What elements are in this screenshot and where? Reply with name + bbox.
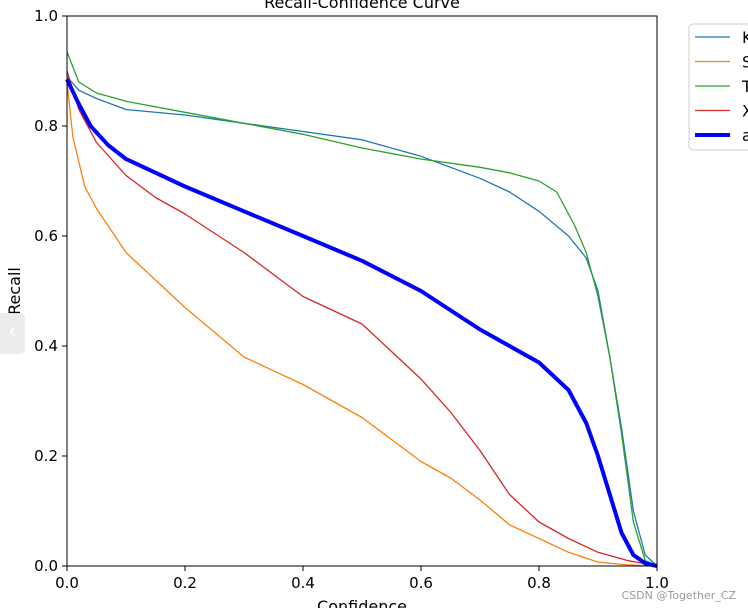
previous-button[interactable]: ‹ [0, 313, 25, 354]
y-tick-label: 0.8 [34, 117, 58, 135]
legend-label: a [742, 126, 748, 145]
legend-label: K [742, 28, 748, 47]
chart-title: Recall-Confidence Curve [264, 0, 460, 12]
x-tick-label: 0.8 [527, 574, 551, 592]
legend-label: S [742, 53, 748, 72]
y-tick-label: 0.6 [34, 227, 58, 245]
x-tick-label: 0.4 [291, 574, 315, 592]
y-tick-label: 0.2 [34, 447, 58, 465]
x-tick-label: 1.0 [645, 574, 669, 592]
series-line-S [66, 81, 658, 567]
series-line-X [66, 70, 658, 567]
watermark: CSDN @Together_CZ [621, 589, 736, 602]
x-tick-label: 0.6 [409, 574, 433, 592]
x-axis-label: Confidence [317, 597, 407, 608]
plot-frame [66, 15, 658, 567]
series-line-a [65, 78, 658, 568]
x-tick-label: 0.0 [55, 574, 79, 592]
y-tick-label: 0.4 [34, 337, 58, 355]
legend-box [688, 23, 748, 151]
y-tick-label: 1.0 [34, 7, 58, 25]
legend-label: T [741, 77, 748, 96]
y-tick-label: 0.0 [34, 557, 58, 575]
x-tick-label: 0.2 [173, 574, 197, 592]
series-line-K [66, 76, 658, 567]
legend-label: X [742, 102, 748, 121]
y-axis-label: Recall [5, 267, 24, 315]
chevron-left-icon: ‹ [8, 319, 17, 344]
series-line-T [66, 51, 658, 567]
